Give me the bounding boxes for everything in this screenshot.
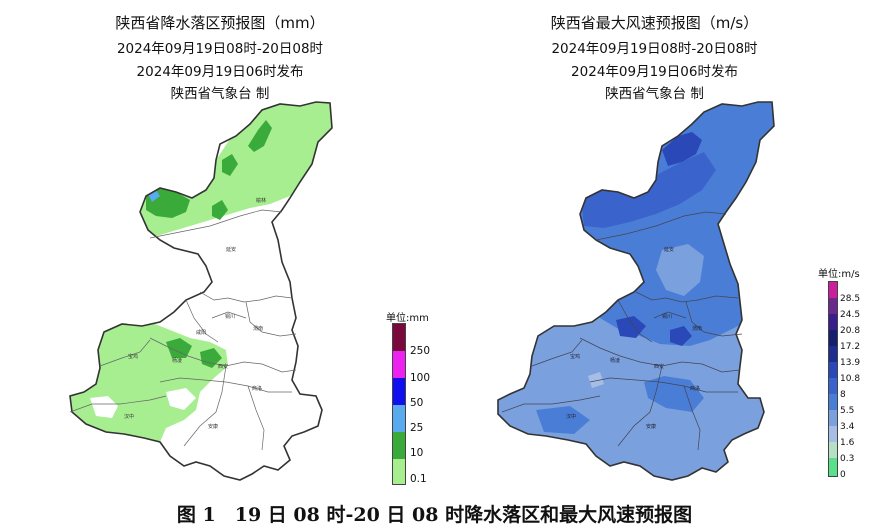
wind-legend-label-3.4: 3.4	[840, 422, 855, 432]
wind-legend-swatch-8	[829, 378, 837, 394]
wind-legend-swatch-1.6	[829, 426, 837, 442]
city-label-yulin: 榆林	[256, 197, 266, 204]
wind-map-panel: 陕西省最大风速预报图（m/s） 2024年09月19日08时-20日08时 20…	[440, 0, 869, 495]
city-label-baoji: 宝鸡	[570, 353, 580, 360]
wind-legend-swatch-20.8	[829, 314, 837, 330]
city-label-yanan: 延安	[664, 246, 674, 253]
city-label-xianyang: 咸阳	[196, 329, 206, 336]
precip-legend-label-0.1: 0.1	[410, 473, 427, 485]
precip-map: 榆林 延安 铜川 渭南 咸阳 宝鸡 杨凌 西安 商洛 汉中 安康	[69, 101, 333, 481]
precip-legend-label-50: 50	[410, 397, 424, 409]
precip-legend-label-100: 100	[410, 372, 431, 384]
wind-legend-label-10.8: 10.8	[840, 374, 861, 384]
wind-legend-swatch-0	[829, 458, 837, 476]
city-label-ankang: 安康	[646, 423, 656, 430]
wind-legend-label-0: 0	[840, 470, 846, 480]
city-label-shangluo: 商洛	[690, 385, 700, 392]
city-label-shangluo: 商洛	[252, 385, 262, 392]
city-label-baoji: 宝鸡	[128, 353, 138, 360]
wind-map-issuer: 陕西省气象台 制	[605, 86, 704, 102]
precip-map-title: 陕西省降水落区预报图（mm）	[115, 14, 325, 32]
city-label-yangling: 杨凌	[172, 357, 182, 364]
city-label-tongchuan: 铜川	[662, 313, 672, 320]
wind-legend-swatch-3.4	[829, 410, 837, 426]
city-label-hanzhong: 汉中	[124, 413, 134, 420]
wind-legend-unit: 单位:m/s	[818, 269, 860, 280]
wind-legend-bar	[828, 281, 838, 477]
precip-legend-swatch-100	[393, 351, 405, 378]
wind-legend-swatch-17.2	[829, 330, 837, 346]
wind-legend-swatch-24.5	[829, 298, 837, 314]
wind-legend-swatch-0.3	[829, 442, 837, 458]
wind-legend-label-5.5: 5.5	[840, 406, 855, 416]
city-label-ankang: 安康	[208, 423, 218, 430]
precip-legend-swatch-250	[393, 324, 405, 351]
precip-legend-label-25: 25	[410, 422, 424, 434]
city-label-xian: 西安	[654, 363, 664, 370]
precip-legend-unit: 单位:mm	[386, 313, 429, 324]
wind-legend-label-24.5: 24.5	[840, 310, 861, 320]
wind-legend-swatch-10.8	[829, 362, 837, 378]
wind-legend-label-13.9: 13.9	[840, 358, 861, 368]
precip-legend-swatch-10	[393, 432, 405, 459]
wind-map-title: 陕西省最大风速预报图（m/s）	[550, 14, 759, 32]
city-label-yangling: 杨凌	[610, 357, 620, 364]
precip-legend-swatch-0.1	[393, 459, 405, 484]
wind-legend-label-8: 8	[840, 390, 846, 400]
city-label-yanan: 延安	[226, 246, 236, 253]
city-label-hanzhong: 汉中	[566, 413, 576, 420]
wind-legend-label-0.3: 0.3	[840, 454, 855, 464]
precip-legend-label-10: 10	[410, 447, 424, 459]
precip-legend-swatch-50	[393, 378, 405, 405]
wind-legend-label-20.8: 20.8	[840, 326, 861, 336]
wind-map-period: 2024年09月19日08时-20日08时	[551, 41, 758, 57]
city-label-weinan: 渭南	[253, 325, 263, 332]
wind-legend-label-17.2: 17.2	[840, 342, 861, 352]
wind-legend-label-28.5: 28.5	[840, 294, 861, 304]
precip-legend-label-250: 250	[410, 345, 431, 357]
wind-map-issued: 2024年09月19日06时发布	[571, 64, 738, 80]
precip-legend-bar	[392, 323, 406, 485]
precip-legend-swatch-25	[393, 405, 405, 432]
city-label-tongchuan: 铜川	[225, 313, 235, 320]
precip-map-period: 2024年09月19日08时-20日08时	[116, 41, 324, 57]
precip-map-issued: 2024年09月19日06时发布	[136, 64, 304, 80]
city-label-xian: 西安	[218, 363, 228, 370]
figure-caption: 图 1 19 日 08 时-20 日 08 时降水落区和最大风速预报图	[176, 504, 693, 526]
precip-map-issuer: 陕西省气象台 制	[170, 86, 270, 102]
wind-legend-swatch-13.9	[829, 346, 837, 362]
wind-legend-label-1.6: 1.6	[840, 438, 855, 448]
precipitation-map-panel: 陕西省降水落区预报图（mm） 2024年09月19日08时-20日08时 202…	[0, 0, 440, 495]
wind-legend-swatch-28.5	[829, 282, 837, 298]
wind-legend-swatch-5.5	[829, 394, 837, 410]
city-label-weinan: 渭南	[692, 325, 702, 332]
wind-map: 延安 铜川 渭南 宝鸡 杨凌 西安 商洛 汉中 安康	[497, 101, 775, 481]
